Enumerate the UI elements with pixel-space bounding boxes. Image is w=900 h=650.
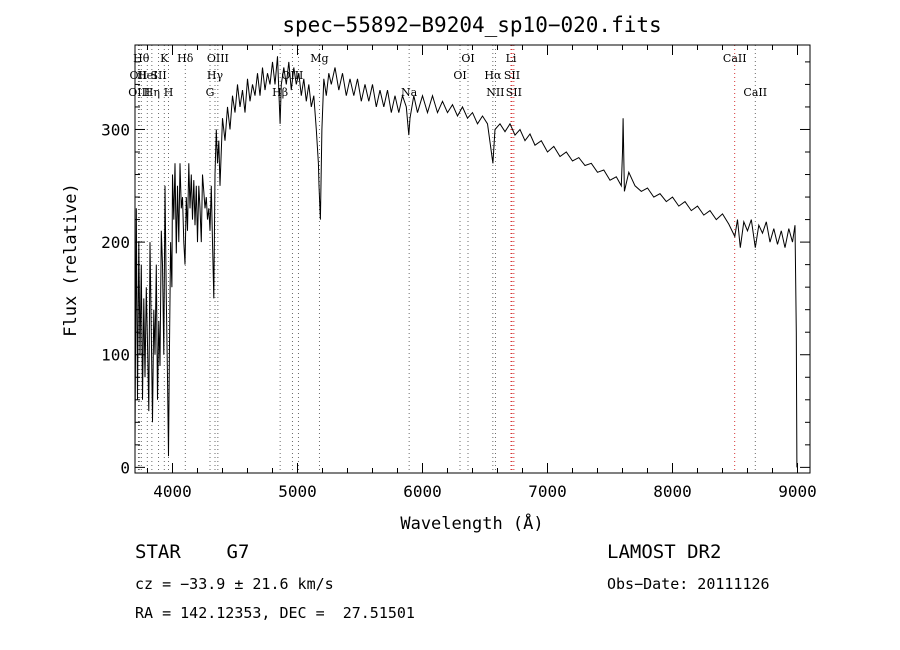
line-marker-label: Hβ bbox=[272, 86, 288, 99]
line-marker-label: OIII bbox=[128, 86, 150, 99]
spectrum-chart: spec−55892−B9204_sp10−020.fits OII OIII Hθ… bbox=[61, 13, 817, 534]
line-marker-label: Hγ bbox=[207, 69, 224, 82]
survey-name: LAMOST DR2 bbox=[607, 541, 722, 563]
chart-title: spec−55892−B9204_sp10−020.fits bbox=[282, 13, 661, 37]
line-marker-label: Hα bbox=[484, 69, 502, 82]
line-marker-label: Na bbox=[401, 86, 418, 99]
line-marker-label: CaII bbox=[723, 52, 747, 65]
line-marker-label: Hδ bbox=[177, 52, 194, 65]
line-marker-label: CaII bbox=[743, 86, 767, 99]
y-tick-label: 0 bbox=[120, 458, 130, 477]
line-marker-label: NII bbox=[486, 86, 504, 99]
line-marker-label: HeI bbox=[137, 69, 157, 82]
obs-date: Obs−Date: 20111126 bbox=[607, 575, 770, 593]
spectral-line-markers bbox=[137, 45, 756, 473]
line-marker-label: OI bbox=[461, 52, 474, 65]
spectral-line-labels: OIIOIIIHθHeIHηSIIKHHδGHγOIIIHβOIIIMgNaOI… bbox=[128, 52, 767, 99]
line-marker-label: Mg bbox=[310, 52, 328, 65]
y-axis-ticks: 0 100 200 300 bbox=[101, 61, 810, 477]
x-axis-label: Wavelength (Å) bbox=[400, 512, 543, 534]
y-tick-label: 100 bbox=[101, 346, 130, 365]
line-marker-label: OI bbox=[453, 69, 466, 82]
spectrum-series bbox=[134, 56, 798, 468]
object-class: STAR G7 bbox=[135, 541, 250, 563]
line-marker-label: SII bbox=[151, 69, 167, 82]
line-marker-label: SII bbox=[504, 69, 520, 82]
plot-frame bbox=[134, 44, 811, 474]
line-marker-label: OII bbox=[130, 69, 148, 82]
line-marker-label: K bbox=[160, 52, 169, 65]
line-marker-label: OIII bbox=[207, 52, 229, 65]
line-marker-label: SII bbox=[506, 86, 522, 99]
x-axis-ticks: 4000 5000 6000 7000 8000 9000 bbox=[147, 45, 817, 501]
x-tick-label: 6000 bbox=[403, 482, 442, 501]
line-marker-label: H bbox=[164, 86, 174, 99]
velocity-readout: cz = −33.9 ± 21.6 km/s bbox=[135, 575, 334, 593]
y-axis-label: Flux (relative) bbox=[61, 183, 81, 337]
line-marker-label: Hη bbox=[144, 86, 160, 99]
line-marker-label: G bbox=[206, 86, 215, 99]
x-tick-label: 8000 bbox=[653, 482, 692, 501]
line-marker-label: Hθ bbox=[133, 52, 150, 65]
x-tick-label: 4000 bbox=[153, 482, 192, 501]
line-marker-label: Li bbox=[506, 52, 517, 65]
spectrum-line-0 bbox=[134, 56, 798, 468]
x-tick-label: 9000 bbox=[778, 482, 817, 501]
x-tick-label: 5000 bbox=[278, 482, 317, 501]
y-tick-label: 200 bbox=[101, 233, 130, 252]
coordinates: RA = 142.12353, DEC = 27.51501 bbox=[135, 604, 415, 622]
x-tick-label: 7000 bbox=[528, 482, 567, 501]
y-tick-label: 300 bbox=[101, 120, 130, 139]
